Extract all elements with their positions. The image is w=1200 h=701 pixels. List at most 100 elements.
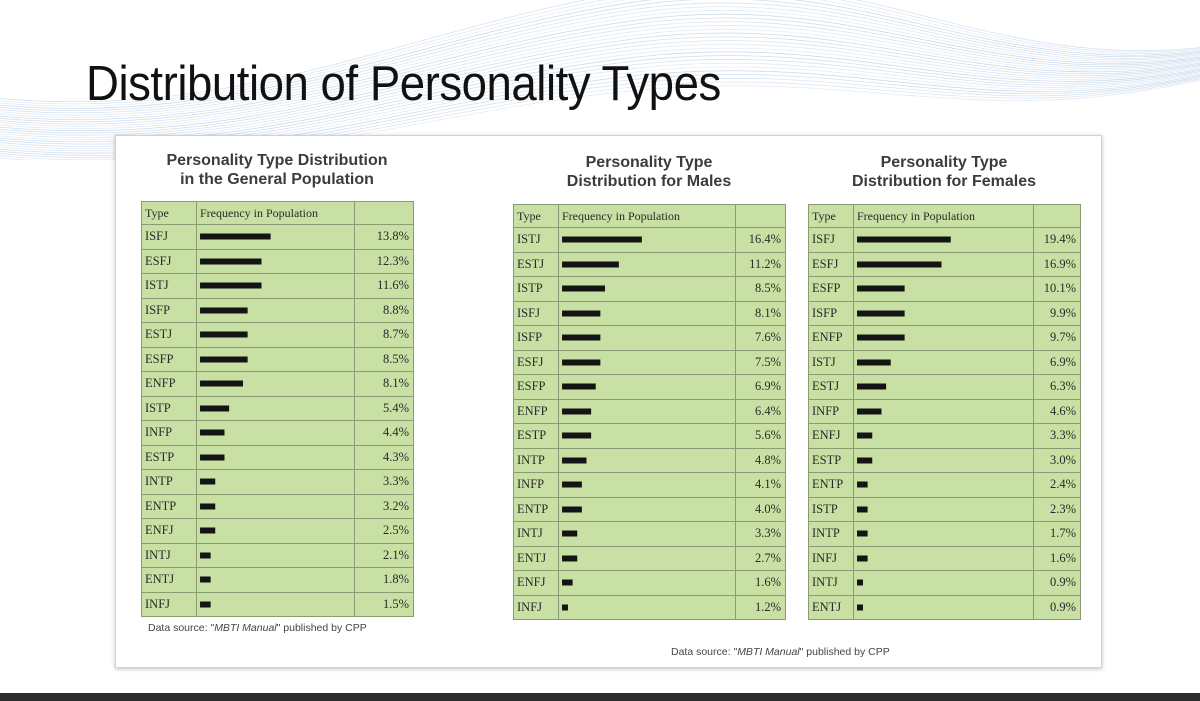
panel-heading-line-1: Personality Type [585, 154, 713, 171]
wave-line [0, 17, 1200, 123]
percent-cell: 10.1% [1033, 276, 1081, 302]
percent-cell: 4.0% [735, 496, 786, 522]
percent-cell: 3.2% [354, 493, 414, 519]
type-cell: ESTJ [141, 322, 197, 348]
frequency-bar: ■■■ [558, 521, 736, 547]
frequency-bar: ■■■■■■■■■■ [853, 325, 1034, 351]
table-row: ESFJ ■■■■■■■■■■■■■■■■■■ 16.9% [808, 251, 1081, 277]
panel-heading: Personality Type Distribution for Female… [808, 153, 1080, 191]
frequency-column-header: Frequency in Population [558, 204, 736, 228]
type-cell: INTJ [513, 521, 559, 547]
table-row: ENFP ■■■■■■■■■ 8.1% [141, 371, 414, 397]
distribution-table: Type Frequency in Population ISFJ ■■■■■■■… [808, 204, 1081, 620]
type-cell: ESTJ [808, 374, 854, 400]
frequency-bar: ■■■■■■■■■ [196, 371, 355, 397]
percent-cell: 1.6% [1033, 545, 1081, 571]
panel-heading: Personality Type Distribution in the Gen… [141, 151, 413, 189]
table-row: INFJ ■■ 1.6% [808, 545, 1081, 571]
table-row: INTP ■■ 1.7% [808, 521, 1081, 547]
percent-cell: 12.3% [354, 248, 414, 274]
type-cell: ISTJ [141, 273, 197, 299]
type-cell: ESTP [513, 423, 559, 449]
table-row: INTJ ■ 0.9% [808, 570, 1081, 596]
frequency-bar: ■■■■■■ [558, 423, 736, 449]
type-cell: ESTJ [513, 251, 559, 277]
type-cell: ISFP [808, 300, 854, 326]
percent-cell: 6.3% [1033, 374, 1081, 400]
panel-heading-line-2: Distribution for Females [851, 173, 1037, 190]
wave-line [0, 47, 1200, 141]
table-row: ISTJ ■■■■■■■■■■■■■■■■■ 16.4% [513, 227, 786, 253]
type-cell: ISTP [513, 276, 559, 302]
percent-cell: 1.2% [735, 594, 786, 620]
type-cell: INFJ [808, 545, 854, 571]
frequency-bar: ■■■■■■■■■■■■■ [196, 273, 355, 299]
table-row: INFJ ■ 1.2% [513, 594, 786, 620]
table-row: ISFP ■■■■■■■■■■ 8.8% [141, 297, 414, 323]
type-cell: ESTP [808, 447, 854, 473]
percent-cell: 8.8% [354, 297, 414, 323]
frequency-bar: ■■■■■■■■■■ [196, 322, 355, 348]
panel-heading: Personality Type Distribution for Males [513, 153, 785, 191]
frequency-bar: ■■ [853, 496, 1034, 522]
percent-cell: 1.5% [354, 591, 414, 617]
percent-cell: 4.8% [735, 447, 786, 473]
percent-cell: 8.7% [354, 322, 414, 348]
wave-line [0, 44, 1200, 138]
table-row: ENTP ■■■■ 4.0% [513, 496, 786, 522]
table-row: ENFJ ■■ 1.6% [513, 570, 786, 596]
table-row: ISTP ■■■■■■ 5.4% [141, 395, 414, 421]
type-cell: ISFP [513, 325, 559, 351]
frequency-bar: ■■■■■ [558, 447, 736, 473]
frequency-bar: ■■■■■■■■■ [558, 276, 736, 302]
wave-line [0, 2, 1200, 114]
wave-line [0, 25, 1200, 127]
type-column-header: Type [513, 204, 559, 228]
table-row: ENTP ■■ 2.4% [808, 472, 1081, 498]
type-cell: ENFP [808, 325, 854, 351]
percent-cell: 0.9% [1033, 594, 1081, 620]
type-cell: ENFJ [513, 570, 559, 596]
percent-cell: 16.4% [735, 227, 786, 253]
type-cell: ENTP [808, 472, 854, 498]
wave-line [0, 51, 1200, 143]
females-panel: Personality Type Distribution for Female… [808, 151, 1081, 651]
wave-line [0, 0, 1200, 107]
table-row: INTP ■■■■■ 4.8% [513, 447, 786, 473]
type-cell: ISTJ [808, 349, 854, 375]
source-suffix: " published by CPP [276, 622, 367, 634]
table-row: ISFJ ■■■■■■■■■■■■■■■ 13.8% [141, 224, 414, 250]
table-row: ESTP ■■■■■ 4.3% [141, 444, 414, 470]
type-cell: ENFJ [141, 518, 197, 544]
source-title: MBTI Manual [737, 646, 800, 658]
table-row: INFJ ■■ 1.5% [141, 591, 414, 617]
type-cell: ESFJ [513, 349, 559, 375]
type-cell: INFP [141, 420, 197, 446]
percent-cell: 2.3% [1033, 496, 1081, 522]
type-cell: ENTJ [513, 545, 559, 571]
table-row: ESTP ■■■■■■ 5.6% [513, 423, 786, 449]
type-cell: INTP [513, 447, 559, 473]
table-row: ESFP ■■■■■■■■■■ 8.5% [141, 346, 414, 372]
table-row: ESFJ ■■■■■■■■ 7.5% [513, 349, 786, 375]
slide-title: Distribution of Personality Types [86, 57, 721, 111]
wave-line [0, 10, 1200, 118]
frequency-bar: ■■■■■■ [558, 398, 736, 424]
type-cell: ENTP [513, 496, 559, 522]
type-cell: ISTP [808, 496, 854, 522]
panel-heading-line-1: Personality Type Distribution [166, 152, 388, 169]
source-prefix: Data source: " [671, 646, 738, 658]
frequency-bar: ■■■■■■■■■■ [853, 276, 1034, 302]
frequency-bar: ■■■■■ [853, 398, 1034, 424]
wave-line [0, 0, 1200, 109]
percent-cell: 6.9% [735, 374, 786, 400]
frequency-column-header: Frequency in Population [196, 201, 355, 225]
frequency-bar: ■■■ [853, 447, 1034, 473]
table-row: INTJ ■■■ 3.3% [513, 521, 786, 547]
table-row: ESTJ ■■■■■■ 6.3% [808, 374, 1081, 400]
type-cell: ISFJ [141, 224, 197, 250]
source-title: MBTI Manual [214, 622, 277, 634]
percent-column-header [1033, 204, 1081, 228]
frequency-bar: ■■■■■■■■ [558, 349, 736, 375]
table-row: ENFP ■■■■■■ 6.4% [513, 398, 786, 424]
